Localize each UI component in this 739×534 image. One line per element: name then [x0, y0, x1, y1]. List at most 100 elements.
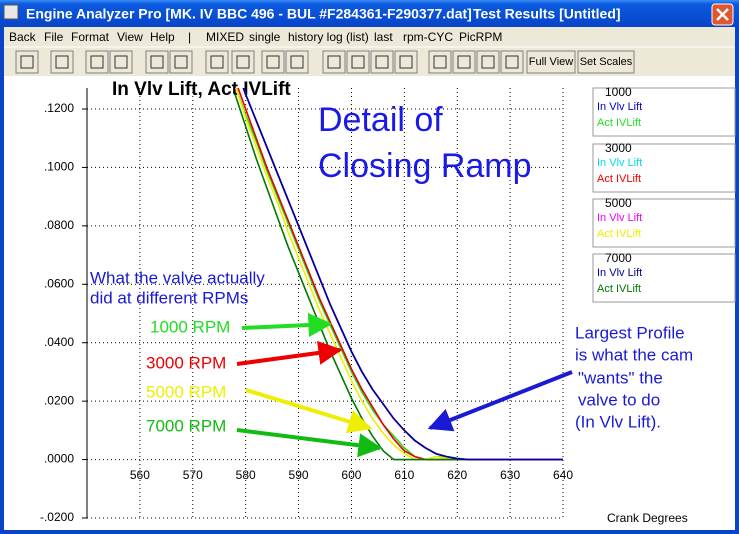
tool-button[interactable]	[577, 50, 635, 74]
legend-entry: Act IVLift	[597, 117, 641, 129]
tool-icon	[114, 55, 128, 69]
profile-note: Largest Profile	[575, 323, 685, 342]
legend-group: 5000	[605, 196, 632, 210]
menu-item[interactable]: history log (list)	[288, 30, 369, 44]
tool-button[interactable]	[145, 50, 169, 74]
menu-item[interactable]: Format	[71, 30, 110, 44]
x-tick-label: 580	[236, 468, 256, 482]
y-tick-label: .0600	[44, 276, 74, 290]
tool-icon	[290, 55, 304, 69]
toolbar: Full View Set Scales	[15, 50, 635, 74]
legend-entry: In Vlv Lift	[597, 101, 642, 113]
intro-note: What the valve actually	[90, 268, 265, 287]
profile-note: (In Vlv Lift).	[575, 412, 661, 431]
intro-note: did at different RPMs	[90, 288, 248, 307]
tool-icon	[55, 55, 69, 69]
legend-box	[592, 87, 736, 137]
menu-item[interactable]: PicRPM	[459, 30, 502, 44]
tool-button[interactable]	[394, 50, 418, 74]
menu-item[interactable]: File	[44, 30, 64, 44]
legend-group: 1000	[605, 85, 632, 99]
window-subtitle: Test Results [Untitled]	[473, 6, 621, 22]
profile-note: "wants" the	[578, 368, 663, 387]
menu-item[interactable]: Back	[9, 30, 37, 44]
menu-bar: Back File Format View Help | MIXED single histor…	[9, 30, 502, 44]
legend-entry: Act IVLift	[597, 283, 641, 295]
menu-item[interactable]: rpm-CYC	[403, 30, 453, 44]
menu-item: |	[188, 30, 191, 44]
tool-icon	[150, 55, 164, 69]
tool-button[interactable]	[346, 50, 370, 74]
tool-button[interactable]	[452, 50, 476, 74]
tool-icon	[433, 55, 447, 69]
tool-button[interactable]	[476, 50, 500, 74]
y-tick-label: -.0200	[40, 510, 74, 524]
arrow	[427, 370, 573, 432]
y-tick-label: .0000	[44, 452, 74, 466]
tool-icon	[90, 55, 104, 69]
headline: Closing Ramp	[318, 147, 532, 185]
menu-item[interactable]: Help	[150, 30, 175, 44]
tool-icon	[20, 55, 34, 69]
chart-title: In Vlv Lift, Act IVLift	[112, 79, 291, 100]
tool-icon	[505, 55, 519, 69]
tool-button[interactable]	[428, 50, 452, 74]
rpm-label: 1000 RPM	[150, 317, 230, 336]
tool-button[interactable]	[500, 50, 524, 74]
y-tick-label: .0400	[44, 335, 74, 349]
legend-box	[592, 143, 736, 193]
legend-box	[592, 198, 736, 248]
series-lines	[234, 88, 563, 461]
x-axis-label: Crank Degrees	[607, 511, 688, 525]
profile-note: is what the cam	[575, 345, 693, 364]
tool-button[interactable]	[85, 50, 109, 74]
x-tick-label: 600	[341, 468, 361, 482]
tool-icon	[375, 55, 389, 69]
tool-icon	[351, 55, 365, 69]
plot: -.0200 .0000 .0200 .0400 .0600 .0800 .1000 .120…	[40, 88, 573, 524]
arrow	[245, 388, 373, 434]
legend-entry: Act IVLift	[597, 173, 641, 185]
x-tick-label: 560	[130, 468, 150, 482]
tool-button[interactable]	[370, 50, 394, 74]
menu-item[interactable]: MIXED	[206, 30, 244, 44]
menu-item[interactable]: View	[117, 30, 143, 44]
window-title: Engine Analyzer Pro [MK. IV BBC 496 - BU…	[26, 6, 472, 22]
tool-button-label: Set Scales	[580, 56, 633, 68]
y-tick-label: .1200	[44, 101, 74, 115]
arrow	[236, 341, 343, 366]
tool-button[interactable]	[231, 50, 255, 74]
tool-icon	[399, 55, 413, 69]
tool-button[interactable]	[285, 50, 309, 74]
tool-button[interactable]	[50, 50, 74, 74]
y-tick-label: .0200	[44, 393, 74, 407]
menu-item[interactable]: last	[374, 30, 393, 44]
tool-icon	[266, 55, 280, 69]
headline: Detail of	[318, 101, 443, 139]
tool-button[interactable]	[15, 50, 39, 74]
x-tick-label: 610	[394, 468, 414, 482]
legend-box	[592, 253, 736, 303]
tool-icon	[174, 55, 188, 69]
x-tick-label: 590	[289, 468, 309, 482]
tool-icon	[457, 55, 471, 69]
tool-button[interactable]	[322, 50, 346, 74]
x-tick-label: 620	[447, 468, 467, 482]
tool-button[interactable]	[205, 50, 229, 74]
rpm-label: 5000 RPM	[146, 382, 226, 401]
tool-button[interactable]	[109, 50, 133, 74]
tool-icon	[236, 55, 250, 69]
menu-item[interactable]: single	[249, 30, 281, 44]
legend-entry: In Vlv Lift	[597, 267, 642, 279]
tool-button[interactable]	[526, 50, 576, 74]
x-tick-label: 570	[183, 468, 203, 482]
tool-button[interactable]	[261, 50, 285, 74]
app-icon	[3, 4, 19, 20]
tool-button-label: Full View	[529, 56, 573, 68]
tool-button[interactable]	[169, 50, 193, 74]
tool-icon	[481, 55, 495, 69]
arrow	[241, 312, 333, 337]
x-tick-label: 630	[500, 468, 520, 482]
rpm-label: 7000 RPM	[146, 416, 226, 435]
